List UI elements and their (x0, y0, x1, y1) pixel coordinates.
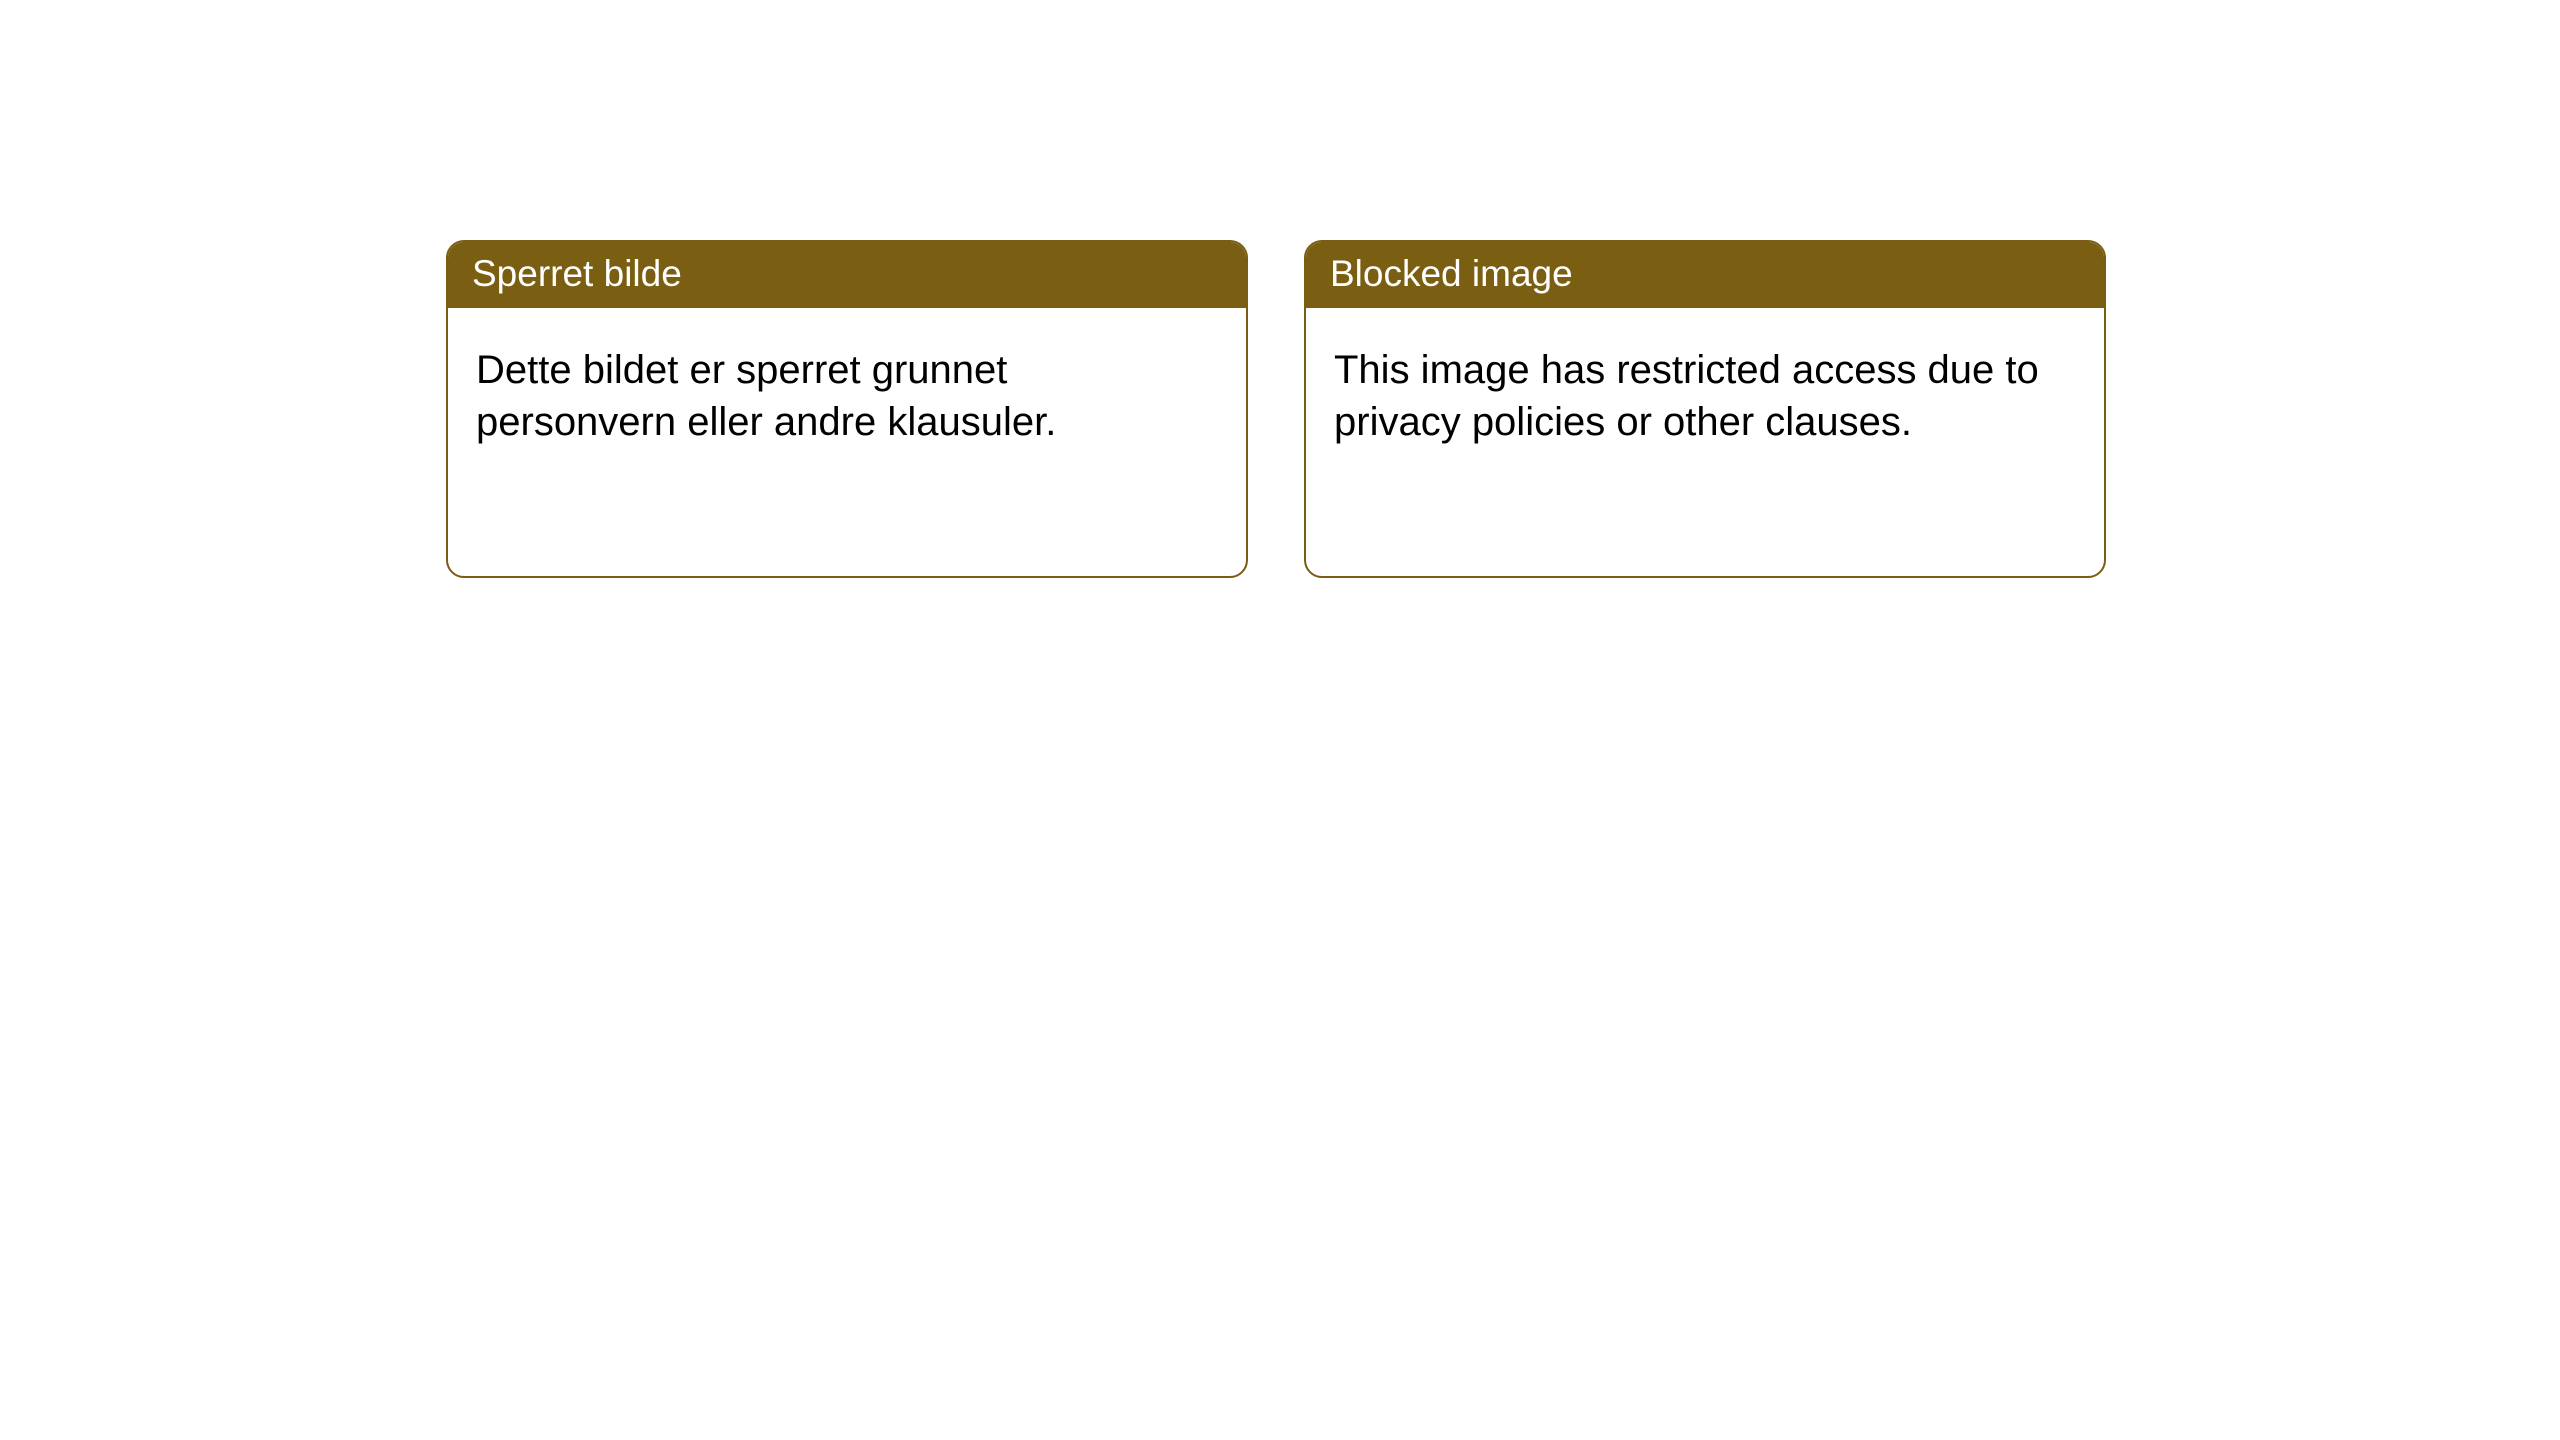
notice-card-english: Blocked image This image has restricted … (1304, 240, 2106, 578)
notice-message: This image has restricted access due to … (1334, 348, 2039, 444)
notice-title: Sperret bilde (472, 253, 682, 294)
notice-container: Sperret bilde Dette bildet er sperret gr… (0, 0, 2560, 578)
notice-message: Dette bildet er sperret grunnet personve… (476, 348, 1056, 444)
notice-header: Blocked image (1306, 242, 2104, 308)
notice-card-norwegian: Sperret bilde Dette bildet er sperret gr… (446, 240, 1248, 578)
notice-body: This image has restricted access due to … (1306, 308, 2104, 476)
notice-body: Dette bildet er sperret grunnet personve… (448, 308, 1246, 476)
notice-title: Blocked image (1330, 253, 1573, 294)
notice-header: Sperret bilde (448, 242, 1246, 308)
